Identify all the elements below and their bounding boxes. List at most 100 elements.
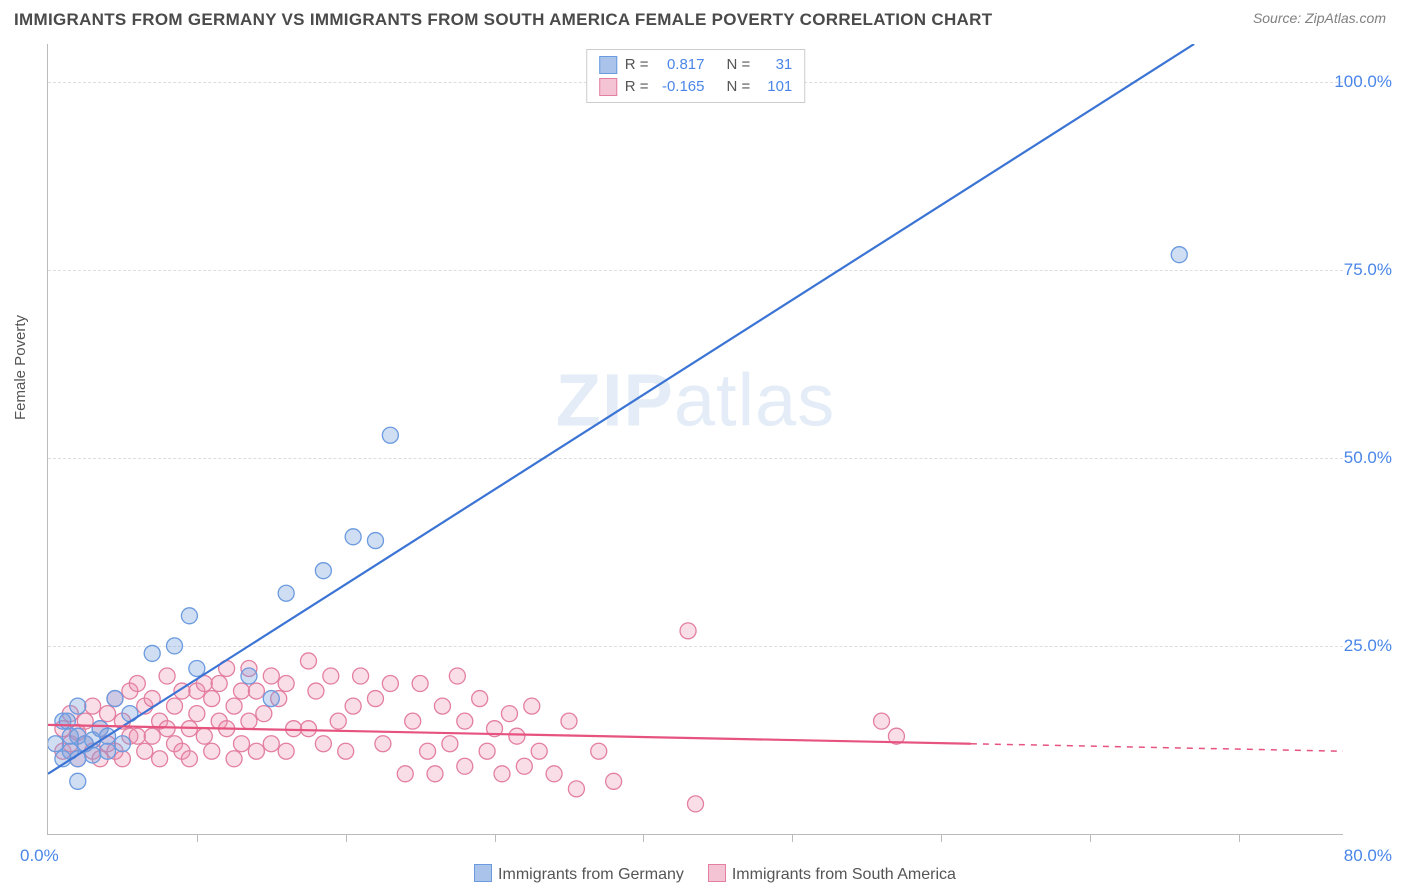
data-point bbox=[241, 713, 257, 729]
data-point bbox=[680, 623, 696, 639]
data-point bbox=[152, 751, 168, 767]
legend-swatch bbox=[599, 56, 617, 74]
data-point bbox=[524, 698, 540, 714]
data-point bbox=[278, 743, 294, 759]
data-point bbox=[263, 736, 279, 752]
data-point bbox=[457, 758, 473, 774]
data-point bbox=[226, 698, 242, 714]
data-point bbox=[70, 698, 86, 714]
data-point bbox=[412, 676, 428, 692]
data-point bbox=[420, 743, 436, 759]
legend-swatch bbox=[599, 78, 617, 96]
data-point bbox=[189, 660, 205, 676]
chart-title: IMMIGRANTS FROM GERMANY VS IMMIGRANTS FR… bbox=[14, 10, 992, 30]
y-axis-label: Female Poverty bbox=[12, 315, 29, 420]
y-tick-label: 75.0% bbox=[1344, 260, 1392, 280]
legend-row: R =-0.165N =101 bbox=[599, 76, 793, 98]
data-point bbox=[100, 743, 116, 759]
data-point bbox=[159, 721, 175, 737]
data-point bbox=[382, 676, 398, 692]
legend-label: Immigrants from South America bbox=[732, 866, 956, 883]
data-point bbox=[367, 691, 383, 707]
data-point bbox=[405, 713, 421, 729]
data-point bbox=[367, 533, 383, 549]
data-point bbox=[1171, 247, 1187, 263]
trend-line bbox=[48, 44, 1194, 774]
data-point bbox=[278, 585, 294, 601]
x-tick bbox=[1239, 834, 1240, 842]
data-point bbox=[516, 758, 532, 774]
data-point bbox=[434, 698, 450, 714]
data-point bbox=[427, 766, 443, 782]
x-tick bbox=[346, 834, 347, 842]
x-tick-label: 0.0% bbox=[20, 846, 59, 866]
legend-series: Immigrants from GermanyImmigrants from S… bbox=[0, 864, 1406, 884]
data-point bbox=[196, 728, 212, 744]
legend-r-value: 0.817 bbox=[657, 54, 705, 76]
data-point bbox=[449, 668, 465, 684]
data-point bbox=[85, 698, 101, 714]
data-point bbox=[248, 743, 264, 759]
data-point bbox=[591, 743, 607, 759]
data-point bbox=[472, 691, 488, 707]
data-point bbox=[300, 721, 316, 737]
data-point bbox=[129, 728, 145, 744]
data-point bbox=[345, 529, 361, 545]
legend-n-value: 31 bbox=[758, 54, 792, 76]
data-point bbox=[107, 691, 123, 707]
data-point bbox=[375, 736, 391, 752]
data-point bbox=[114, 751, 130, 767]
data-point bbox=[204, 691, 220, 707]
data-point bbox=[561, 713, 577, 729]
data-point bbox=[234, 683, 250, 699]
data-point bbox=[59, 713, 75, 729]
legend-row: R =0.817N =31 bbox=[599, 54, 793, 76]
data-point bbox=[546, 766, 562, 782]
data-point bbox=[234, 736, 250, 752]
data-point bbox=[226, 751, 242, 767]
data-point bbox=[382, 427, 398, 443]
data-point bbox=[256, 706, 272, 722]
data-point bbox=[167, 638, 183, 654]
data-point bbox=[241, 668, 257, 684]
legend-r-value: -0.165 bbox=[657, 76, 705, 98]
y-tick-label: 25.0% bbox=[1344, 636, 1392, 656]
legend-swatch bbox=[708, 864, 726, 882]
data-point bbox=[167, 698, 183, 714]
data-point bbox=[137, 743, 153, 759]
legend-correlation: R =0.817N =31R =-0.165N =101 bbox=[586, 49, 806, 103]
data-point bbox=[144, 728, 160, 744]
data-point bbox=[457, 713, 473, 729]
data-point bbox=[159, 668, 175, 684]
data-point bbox=[181, 608, 197, 624]
data-point bbox=[315, 563, 331, 579]
data-point bbox=[606, 773, 622, 789]
source-label: Source: ZipAtlas.com bbox=[1253, 10, 1386, 26]
legend-swatch bbox=[474, 864, 492, 882]
data-point bbox=[189, 706, 205, 722]
x-tick-label: 80.0% bbox=[1344, 846, 1392, 866]
data-point bbox=[315, 736, 331, 752]
data-point bbox=[263, 668, 279, 684]
data-point bbox=[338, 743, 354, 759]
data-point bbox=[308, 683, 324, 699]
data-point bbox=[442, 736, 458, 752]
x-tick bbox=[643, 834, 644, 842]
data-point bbox=[211, 676, 227, 692]
data-point bbox=[509, 728, 525, 744]
data-point bbox=[330, 713, 346, 729]
data-point bbox=[278, 676, 294, 692]
data-point bbox=[300, 653, 316, 669]
data-point bbox=[323, 668, 339, 684]
data-point bbox=[353, 668, 369, 684]
x-tick bbox=[495, 834, 496, 842]
data-point bbox=[286, 721, 302, 737]
x-tick bbox=[941, 834, 942, 842]
data-point bbox=[204, 743, 220, 759]
data-point bbox=[874, 713, 890, 729]
scatter-plot bbox=[48, 44, 1343, 834]
x-tick bbox=[1090, 834, 1091, 842]
data-point bbox=[114, 736, 130, 752]
chart-area: ZIPatlas R =0.817N =31R =-0.165N =101 bbox=[47, 44, 1343, 835]
data-point bbox=[263, 691, 279, 707]
